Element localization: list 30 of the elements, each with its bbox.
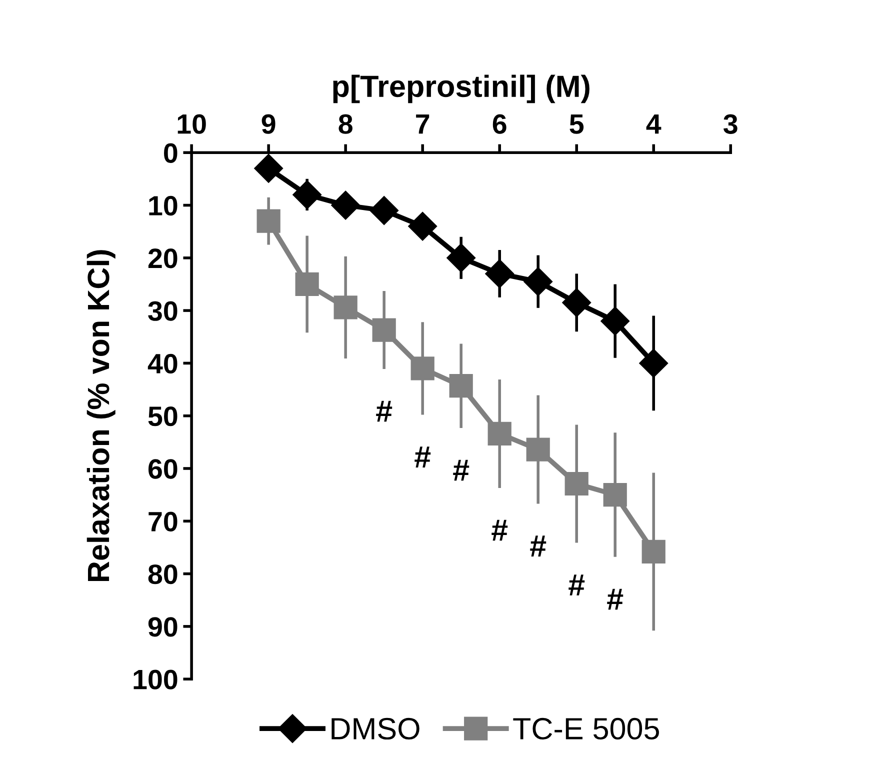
legend-label: DMSO <box>332 718 420 740</box>
y-tick-label: 100 <box>134 670 178 690</box>
x-tick-label: 3 <box>724 114 738 134</box>
annotation: # <box>530 536 546 556</box>
annotation: # <box>414 446 431 468</box>
y-tick-label: 40 <box>148 354 178 374</box>
x-tick-label: 9 <box>262 114 276 134</box>
y-tick-label: 0 <box>164 143 178 163</box>
annotation: # <box>568 574 585 596</box>
legend-label: TC-E 5005 <box>513 718 659 740</box>
x-axis-title: p[Treprostinil] (M) <box>333 74 590 104</box>
x-tick-label: 5 <box>570 114 584 134</box>
y-tick-label: 50 <box>148 406 178 426</box>
x-tick-label: 7 <box>416 114 430 134</box>
y-tick-label: 90 <box>148 617 178 637</box>
x-tick-label: 8 <box>338 114 352 134</box>
annotation: # <box>492 520 508 541</box>
x-tick-label: 4 <box>646 114 662 134</box>
y-tick-label: 10 <box>149 196 178 216</box>
x-tick-label: 10 <box>178 114 206 134</box>
y-tick-label: 20 <box>148 248 178 268</box>
annotation: # <box>453 460 470 481</box>
y-axis-title: Relaxation (% von KCl) <box>86 250 116 582</box>
annotation: # <box>607 588 624 610</box>
annotation: # <box>376 400 392 422</box>
y-tick-label: 80 <box>148 564 178 584</box>
y-tick-label: 70 <box>148 512 178 532</box>
x-tick-label: 6 <box>492 114 506 134</box>
y-tick-label: 30 <box>148 301 178 321</box>
y-tick-label: 60 <box>148 459 178 479</box>
